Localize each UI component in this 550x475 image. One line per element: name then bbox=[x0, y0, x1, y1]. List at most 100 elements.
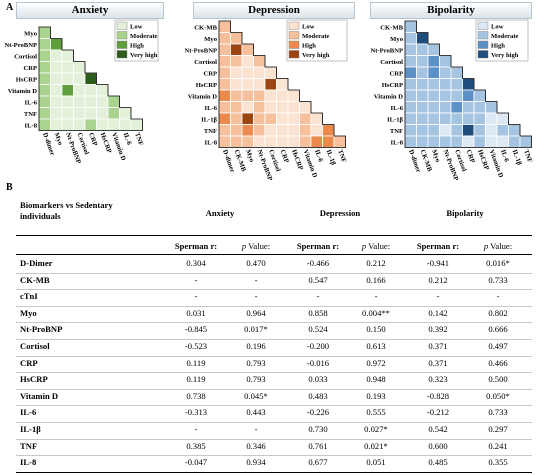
heatmap-cell bbox=[253, 101, 266, 114]
table-cell: 0.371 bbox=[428, 357, 448, 368]
heatmap-cell bbox=[264, 124, 277, 137]
heatmap-cell bbox=[230, 78, 243, 91]
heatmap-cell bbox=[84, 72, 97, 85]
heatmap-cell bbox=[230, 66, 243, 79]
heatmap-cell bbox=[404, 135, 417, 148]
heatmap-row-label: TNF bbox=[24, 111, 37, 118]
heatmap-cell bbox=[416, 101, 429, 114]
heatmap-cell bbox=[253, 55, 266, 68]
heatmap-cell bbox=[61, 84, 74, 97]
heatmap-row-label: CK-MB bbox=[380, 24, 403, 31]
heatmap-cell bbox=[84, 95, 97, 108]
heatmap-cell bbox=[473, 101, 486, 114]
heatmap-cell bbox=[96, 95, 109, 108]
heatmap-cell bbox=[218, 124, 231, 137]
heatmap-row-label: TNF bbox=[204, 128, 217, 135]
heatmap-row-label: Vitamin D bbox=[188, 93, 217, 100]
heatmap-row-label: IL-6 bbox=[391, 105, 404, 112]
heatmap-cell bbox=[230, 124, 243, 137]
heatmap-cell bbox=[450, 112, 463, 125]
heatmap-cell bbox=[416, 112, 429, 125]
heatmap-row-label: CRP bbox=[203, 70, 217, 77]
heatmap-cell bbox=[241, 55, 254, 68]
heatmap-cell bbox=[61, 95, 74, 108]
heatmap-cell bbox=[299, 124, 312, 137]
table-cell: -0.313 bbox=[184, 407, 208, 418]
table-cell: - bbox=[254, 291, 258, 302]
table-cell: - bbox=[316, 291, 320, 302]
heatmap-cell bbox=[287, 112, 300, 125]
heatmap-row-label: Vitamin D bbox=[8, 88, 37, 95]
heatmap-cell bbox=[416, 66, 429, 79]
table-cell: 0.485 bbox=[428, 457, 448, 468]
table-cell: 0.196 bbox=[246, 341, 266, 351]
heatmap-cell bbox=[287, 124, 300, 137]
legend-label: High bbox=[130, 43, 144, 50]
table-cell: 0.948 bbox=[366, 374, 386, 385]
table-row-label: HsCRP bbox=[20, 374, 48, 385]
heatmap-cell bbox=[38, 49, 51, 62]
heatmap-cell bbox=[241, 135, 254, 148]
heatmap-cell bbox=[439, 55, 452, 68]
heatmap-cell bbox=[230, 43, 243, 56]
heatmap-cell bbox=[276, 89, 289, 102]
table-row-label: Vitamin D bbox=[20, 390, 59, 401]
heatmap-cell bbox=[416, 43, 429, 56]
heatmap-cell bbox=[310, 124, 323, 137]
heatmap-frame bbox=[218, 20, 346, 148]
table-cell: -0.941 bbox=[426, 258, 450, 268]
table-corner-label: Biomarkers vs Sedentary individuals bbox=[20, 200, 113, 221]
table-cell: 0.761 bbox=[308, 440, 328, 451]
table-cell: 0.738 bbox=[186, 390, 206, 401]
heatmap-cell bbox=[38, 95, 51, 108]
heatmap-cell bbox=[230, 32, 243, 45]
heatmap-cell bbox=[276, 112, 289, 125]
heatmap-cell bbox=[218, 112, 231, 125]
table-cell: 0.051 bbox=[366, 457, 386, 468]
heatmap-cell bbox=[50, 72, 63, 85]
heatmap-cell bbox=[496, 112, 509, 125]
heatmap-cell bbox=[264, 101, 277, 114]
heatmap-row-label: Vitamin D bbox=[374, 93, 403, 100]
legend-label: Low bbox=[130, 24, 143, 31]
heatmap-cell bbox=[50, 95, 63, 108]
heatmap-cell bbox=[264, 135, 277, 148]
heatmap-cell bbox=[404, 124, 417, 137]
table-cell: 0.677 bbox=[308, 457, 328, 468]
heatmap-cell bbox=[230, 112, 243, 125]
table-cell: 0.142 bbox=[428, 307, 448, 318]
table-row-label: Nt-ProBNP bbox=[20, 324, 63, 335]
heatmap-cell bbox=[462, 112, 475, 125]
table-cell: 0.500 bbox=[488, 374, 508, 385]
heatmap-cell bbox=[404, 55, 417, 68]
heatmap-cell bbox=[427, 89, 440, 102]
table-cell: 0.212 bbox=[366, 258, 386, 268]
table-cell: 0.964 bbox=[246, 307, 266, 318]
legend-swatch bbox=[477, 50, 489, 59]
heatmap-legend: Low Moderate High Very high bbox=[114, 19, 159, 62]
heatmap-cell bbox=[439, 78, 452, 91]
heatmap-cell bbox=[218, 89, 231, 102]
heatmap-col-label: HsCRP bbox=[476, 149, 490, 171]
heatmap-col-label: TNF bbox=[522, 149, 533, 164]
heatmap-cell bbox=[73, 72, 86, 85]
table-row-rule bbox=[16, 305, 532, 307]
heatmap-row-label: CRP bbox=[389, 70, 403, 77]
legend-label: Moderate bbox=[130, 33, 158, 40]
table-cell: 0.031 bbox=[186, 307, 206, 318]
heatmap-cell bbox=[276, 124, 289, 137]
heatmap-cell bbox=[404, 20, 417, 33]
heatmap-cell bbox=[230, 101, 243, 114]
heatmap-cell bbox=[218, 135, 231, 148]
heatmap-cell bbox=[230, 89, 243, 102]
heatmap-cell bbox=[61, 49, 74, 62]
heatmap-cell bbox=[119, 118, 132, 131]
table-cell: 0.392 bbox=[428, 324, 448, 335]
table-row-label: IL-1β bbox=[20, 424, 41, 434]
heatmap-col-label: IL-6 bbox=[313, 149, 324, 164]
table-cell: 0.730 bbox=[308, 424, 328, 434]
table-cell: - bbox=[436, 291, 440, 302]
table-cell: 0.793 bbox=[246, 357, 266, 368]
heatmap-cell bbox=[96, 107, 109, 120]
